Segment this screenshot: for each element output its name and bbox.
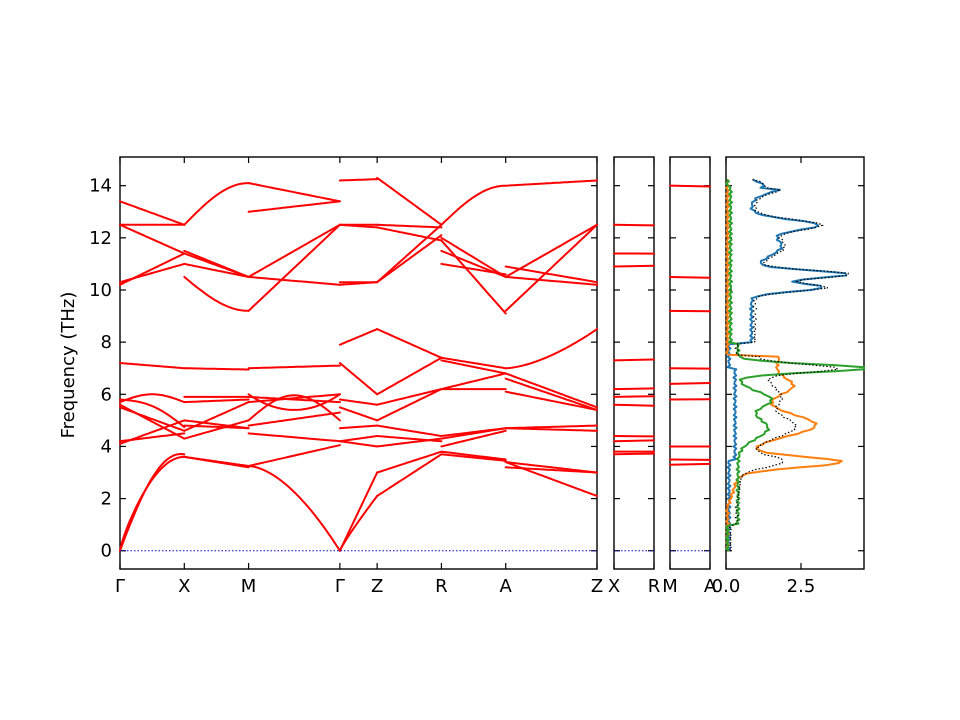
band-line bbox=[670, 277, 710, 278]
band-line bbox=[184, 426, 248, 429]
band-line bbox=[670, 186, 710, 187]
y-tick-label: 4 bbox=[101, 436, 112, 457]
band-line bbox=[249, 183, 340, 201]
band-line bbox=[340, 441, 377, 446]
mx-panel-x-tick-label: M bbox=[662, 576, 678, 597]
band-line bbox=[506, 373, 597, 407]
dos-projected-line bbox=[726, 179, 864, 550]
band-line bbox=[377, 329, 441, 358]
y-tick-label: 10 bbox=[89, 280, 112, 301]
band-line bbox=[377, 452, 441, 473]
band-line bbox=[249, 466, 340, 551]
band-line bbox=[340, 400, 377, 405]
band-line bbox=[377, 225, 441, 228]
band-line bbox=[340, 496, 377, 551]
dos-x-tick-label: 2.5 bbox=[787, 576, 816, 597]
band-line bbox=[441, 240, 505, 313]
y-tick-label: 6 bbox=[101, 384, 112, 405]
dos-x-tick-label: 0.0 bbox=[712, 576, 741, 597]
band-line bbox=[441, 238, 505, 277]
band-line bbox=[184, 251, 248, 277]
main-x-tick-label: M bbox=[241, 576, 257, 597]
main-x-tick-label: Γ bbox=[335, 576, 345, 597]
band-line bbox=[120, 454, 184, 551]
band-line bbox=[340, 363, 377, 394]
band-line bbox=[249, 445, 340, 466]
band-line bbox=[614, 440, 654, 441]
band-line bbox=[614, 266, 654, 267]
main-x-tick-label: A bbox=[500, 576, 513, 597]
band-line bbox=[441, 373, 505, 389]
band-line bbox=[340, 329, 377, 345]
band-line bbox=[340, 407, 377, 420]
zx-panel-x-tick-label: X bbox=[608, 576, 620, 597]
band-line bbox=[184, 183, 248, 225]
band-line bbox=[249, 413, 340, 426]
band-line bbox=[441, 186, 505, 225]
band-line bbox=[670, 464, 710, 465]
main-x-tick-label: Γ bbox=[115, 576, 125, 597]
band-line bbox=[249, 277, 340, 285]
y-tick-label: 2 bbox=[101, 489, 112, 510]
band-line bbox=[120, 420, 184, 443]
main-x-tick-label: Z bbox=[371, 576, 383, 597]
band-line bbox=[120, 264, 184, 282]
mx-panel-frame bbox=[670, 157, 710, 569]
band-line bbox=[249, 394, 340, 410]
band-line bbox=[184, 277, 248, 311]
band-line bbox=[340, 426, 377, 429]
y-tick-label: 0 bbox=[101, 541, 112, 562]
band-line bbox=[506, 329, 597, 368]
band-line bbox=[120, 457, 184, 551]
dos-panel: 0.0 2.5 bbox=[712, 157, 864, 597]
band-line bbox=[377, 178, 441, 225]
band-line bbox=[377, 389, 441, 420]
band-line bbox=[120, 201, 184, 225]
band-line bbox=[614, 405, 654, 406]
band-line bbox=[377, 358, 441, 395]
zx-panel-x-tick-label: R bbox=[648, 576, 661, 597]
y-axis-label: Frequency (THz) bbox=[58, 292, 79, 439]
band-line bbox=[506, 277, 597, 285]
band-panel-zx: XR bbox=[608, 157, 660, 597]
band-panel-main: 0 2 4 6 8 10 12 14 Γ X M Γ Z R A Z bbox=[89, 157, 603, 597]
band-line bbox=[184, 457, 248, 467]
band-line bbox=[377, 235, 441, 282]
main-x-tick-label: X bbox=[178, 576, 190, 597]
band-line bbox=[614, 225, 654, 226]
main-x-tick-label: Z bbox=[591, 576, 603, 597]
band-line bbox=[249, 366, 340, 369]
band-line bbox=[249, 433, 340, 441]
y-tick-label: 8 bbox=[101, 332, 112, 353]
band-line bbox=[120, 363, 184, 368]
band-line bbox=[614, 396, 654, 397]
band-line bbox=[184, 420, 248, 438]
band-line bbox=[614, 388, 654, 389]
band-line bbox=[340, 179, 377, 180]
band-line bbox=[377, 426, 441, 436]
main-x-tick-label: R bbox=[435, 576, 448, 597]
band-line bbox=[120, 225, 184, 254]
zx-panel-frame bbox=[614, 157, 654, 569]
band-line bbox=[614, 360, 654, 361]
band-line bbox=[377, 389, 441, 405]
band-panel-ma: MA bbox=[662, 157, 717, 597]
band-line bbox=[506, 181, 597, 186]
band-line bbox=[670, 383, 710, 384]
band-line bbox=[377, 454, 441, 496]
y-tick-label: 12 bbox=[89, 228, 112, 249]
band-line bbox=[506, 426, 597, 429]
y-tick-label: 14 bbox=[89, 176, 112, 197]
band-line bbox=[377, 439, 441, 447]
band-line bbox=[506, 225, 597, 311]
band-line bbox=[340, 436, 377, 441]
band-line bbox=[614, 454, 654, 455]
band-line bbox=[249, 201, 340, 212]
band-line bbox=[184, 400, 248, 403]
band-line bbox=[340, 473, 377, 551]
band-line bbox=[184, 368, 248, 369]
band-line bbox=[441, 264, 505, 274]
band-line bbox=[249, 225, 340, 311]
